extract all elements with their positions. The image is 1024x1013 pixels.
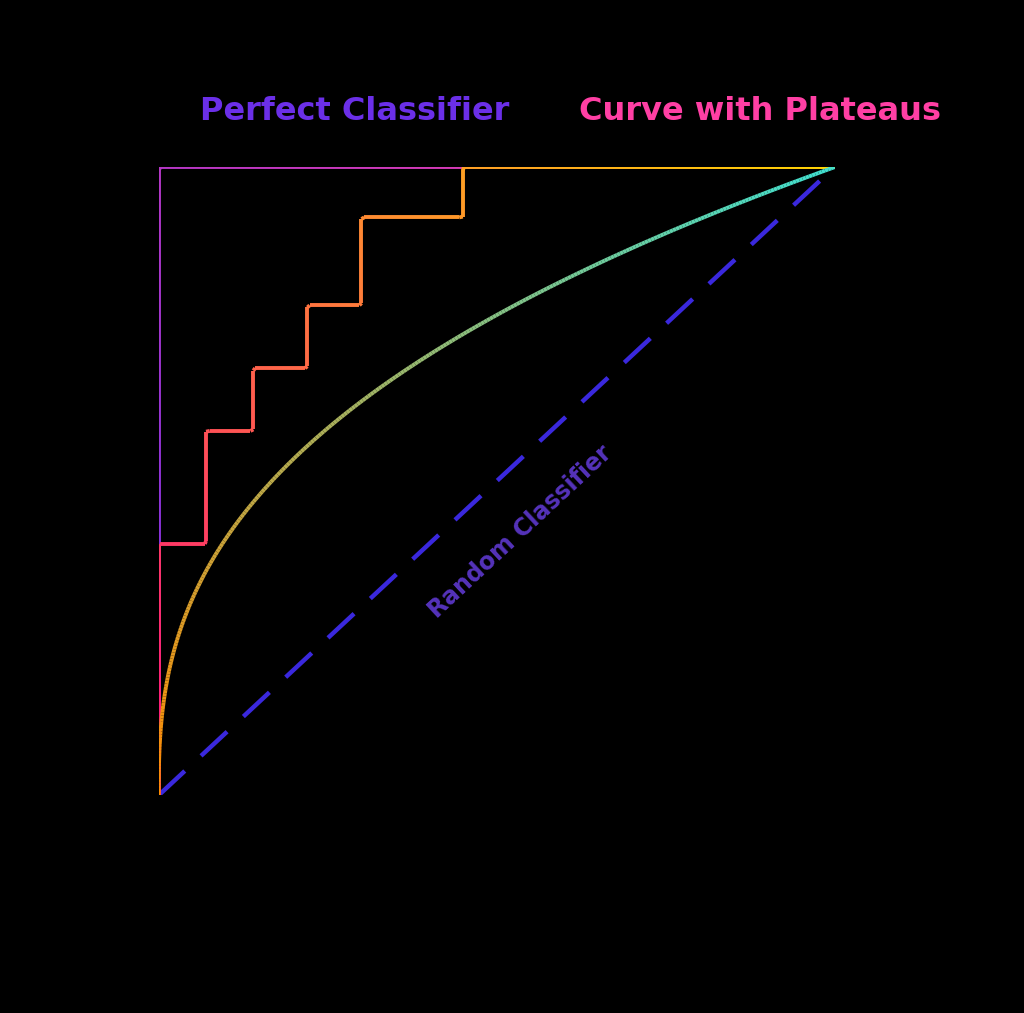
Text: Curve with Plateaus: Curve with Plateaus bbox=[579, 95, 941, 127]
Text: Perfect Classifier: Perfect Classifier bbox=[200, 95, 509, 127]
Text: Random Classifier: Random Classifier bbox=[424, 441, 616, 622]
